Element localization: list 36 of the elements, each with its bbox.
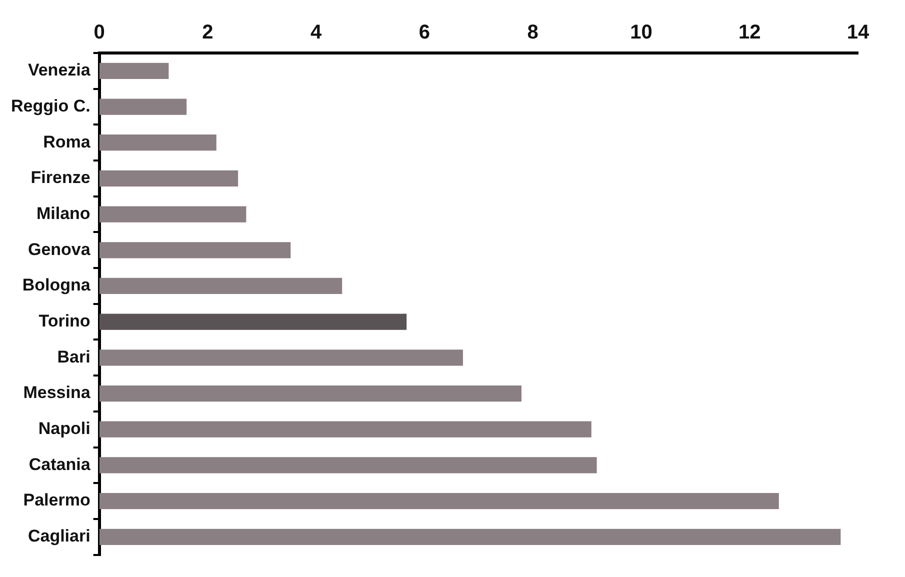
bar bbox=[99, 421, 592, 438]
bar bbox=[99, 457, 597, 474]
y-tick-label: Venezia bbox=[28, 60, 91, 80]
bar bbox=[99, 62, 169, 79]
bar bbox=[99, 314, 407, 330]
bar bbox=[99, 242, 291, 258]
x-tick-label: 6 bbox=[418, 22, 430, 44]
y-tick-label: Torino bbox=[38, 312, 90, 331]
y-tick-label: Bologna bbox=[22, 276, 91, 295]
y-tick-label: Catania bbox=[28, 454, 91, 474]
bar bbox=[99, 385, 522, 402]
y-tick-label: Napoli bbox=[38, 419, 90, 438]
bar bbox=[99, 492, 779, 510]
x-tick-label: 12 bbox=[738, 22, 761, 44]
y-tick-label: Genova bbox=[28, 240, 91, 259]
x-tick-label: 2 bbox=[202, 22, 214, 44]
x-tick-label: 10 bbox=[630, 22, 652, 44]
bar bbox=[99, 134, 216, 151]
bar bbox=[99, 98, 187, 115]
y-tick-label: Reggio C. bbox=[10, 96, 90, 116]
x-tick-label: 14 bbox=[846, 22, 870, 44]
bar bbox=[99, 528, 841, 545]
y-tick-label: Roma bbox=[43, 132, 91, 152]
y-tick-label: Messina bbox=[23, 383, 91, 402]
bar bbox=[99, 206, 246, 222]
y-tick-label: Cagliari bbox=[28, 526, 90, 546]
y-tick-label: Milano bbox=[36, 204, 90, 223]
x-tick-label: 0 bbox=[94, 22, 105, 44]
bar bbox=[99, 170, 238, 187]
bar bbox=[99, 278, 342, 294]
x-tick-label: 4 bbox=[310, 22, 323, 44]
y-tick-label: Palermo bbox=[23, 490, 90, 510]
y-tick-label: Bari bbox=[57, 347, 90, 366]
bar bbox=[99, 350, 463, 366]
y-tick-label: Firenze bbox=[30, 168, 90, 188]
x-tick-label: 8 bbox=[527, 22, 538, 44]
